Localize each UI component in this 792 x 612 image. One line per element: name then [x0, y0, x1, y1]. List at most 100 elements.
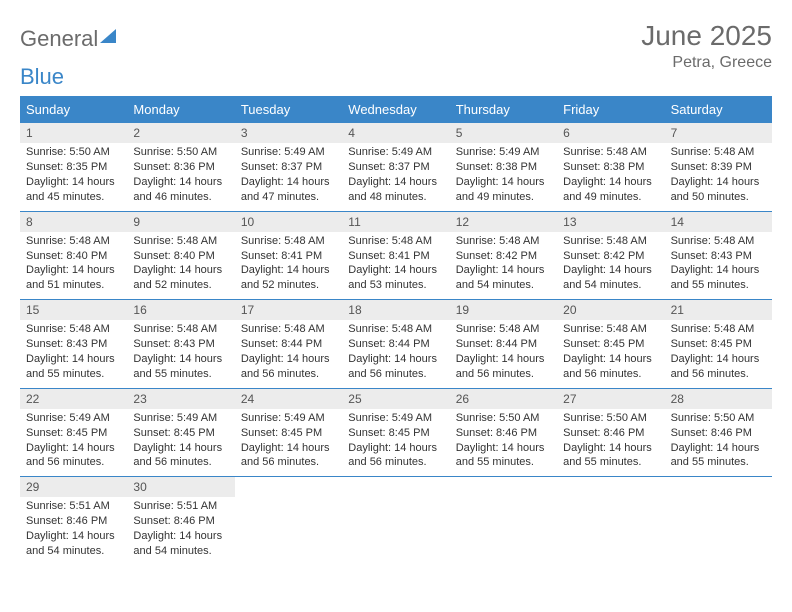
daylight-text: Daylight: 14 hours and 55 minutes.: [563, 441, 658, 471]
daylight-text: Daylight: 14 hours and 54 minutes.: [26, 529, 121, 559]
daylight-text: Daylight: 14 hours and 56 minutes.: [241, 441, 336, 471]
day-number: 12: [450, 212, 557, 232]
sunrise-text: Sunrise: 5:48 AM: [348, 322, 443, 337]
day-body: Sunrise: 5:50 AMSunset: 8:46 PMDaylight:…: [557, 409, 664, 476]
calendar-cell: 11Sunrise: 5:48 AMSunset: 8:41 PMDayligh…: [342, 211, 449, 300]
daylight-text: Daylight: 14 hours and 49 minutes.: [456, 175, 551, 205]
calendar-cell: 20Sunrise: 5:48 AMSunset: 8:45 PMDayligh…: [557, 299, 664, 388]
sunset-text: Sunset: 8:45 PM: [563, 337, 658, 352]
calendar-cell: 29Sunrise: 5:51 AMSunset: 8:46 PMDayligh…: [20, 476, 127, 565]
day-number: 9: [127, 212, 234, 232]
daylight-text: Daylight: 14 hours and 49 minutes.: [563, 175, 658, 205]
sunrise-text: Sunrise: 5:50 AM: [26, 145, 121, 160]
calendar-cell: 17Sunrise: 5:48 AMSunset: 8:44 PMDayligh…: [235, 299, 342, 388]
sunrise-text: Sunrise: 5:48 AM: [671, 145, 766, 160]
weekday-header: Sunday: [20, 97, 127, 122]
sunrise-text: Sunrise: 5:48 AM: [671, 234, 766, 249]
logo-text-2: Blue: [20, 64, 64, 90]
daylight-text: Daylight: 14 hours and 55 minutes.: [456, 441, 551, 471]
daylight-text: Daylight: 14 hours and 56 minutes.: [671, 352, 766, 382]
calendar-cell: 24Sunrise: 5:49 AMSunset: 8:45 PMDayligh…: [235, 388, 342, 477]
sunrise-text: Sunrise: 5:51 AM: [133, 499, 228, 514]
day-body: Sunrise: 5:48 AMSunset: 8:40 PMDaylight:…: [20, 232, 127, 299]
daylight-text: Daylight: 14 hours and 52 minutes.: [133, 263, 228, 293]
daylight-text: Daylight: 14 hours and 54 minutes.: [133, 529, 228, 559]
day-body: Sunrise: 5:48 AMSunset: 8:45 PMDaylight:…: [557, 320, 664, 387]
title-block: June 2025 Petra, Greece: [641, 20, 772, 72]
day-number: 19: [450, 300, 557, 320]
calendar-cell: 12Sunrise: 5:48 AMSunset: 8:42 PMDayligh…: [450, 211, 557, 300]
sunset-text: Sunset: 8:40 PM: [133, 249, 228, 264]
empty-cell: [450, 476, 557, 565]
day-number: 15: [20, 300, 127, 320]
day-number: 22: [20, 389, 127, 409]
day-number: 25: [342, 389, 449, 409]
sunset-text: Sunset: 8:42 PM: [563, 249, 658, 264]
calendar-cell: 23Sunrise: 5:49 AMSunset: 8:45 PMDayligh…: [127, 388, 234, 477]
day-body: Sunrise: 5:50 AMSunset: 8:46 PMDaylight:…: [450, 409, 557, 476]
calendar-cell: 5Sunrise: 5:49 AMSunset: 8:38 PMDaylight…: [450, 122, 557, 211]
sunset-text: Sunset: 8:37 PM: [348, 160, 443, 175]
day-body: Sunrise: 5:49 AMSunset: 8:45 PMDaylight:…: [342, 409, 449, 476]
daylight-text: Daylight: 14 hours and 51 minutes.: [26, 263, 121, 293]
sunrise-text: Sunrise: 5:48 AM: [26, 234, 121, 249]
calendar-grid: SundayMondayTuesdayWednesdayThursdayFrid…: [20, 96, 772, 565]
sunset-text: Sunset: 8:41 PM: [348, 249, 443, 264]
day-body: Sunrise: 5:48 AMSunset: 8:42 PMDaylight:…: [450, 232, 557, 299]
calendar-cell: 10Sunrise: 5:48 AMSunset: 8:41 PMDayligh…: [235, 211, 342, 300]
daylight-text: Daylight: 14 hours and 52 minutes.: [241, 263, 336, 293]
weekday-header: Tuesday: [235, 97, 342, 122]
daylight-text: Daylight: 14 hours and 56 minutes.: [456, 352, 551, 382]
calendar-cell: 27Sunrise: 5:50 AMSunset: 8:46 PMDayligh…: [557, 388, 664, 477]
sunrise-text: Sunrise: 5:48 AM: [26, 322, 121, 337]
sunrise-text: Sunrise: 5:50 AM: [563, 411, 658, 426]
day-number: 23: [127, 389, 234, 409]
calendar-cell: 28Sunrise: 5:50 AMSunset: 8:46 PMDayligh…: [665, 388, 772, 477]
sunrise-text: Sunrise: 5:48 AM: [133, 322, 228, 337]
day-number: 16: [127, 300, 234, 320]
day-body: Sunrise: 5:49 AMSunset: 8:37 PMDaylight:…: [342, 143, 449, 210]
sunset-text: Sunset: 8:46 PM: [26, 514, 121, 529]
day-body: Sunrise: 5:51 AMSunset: 8:46 PMDaylight:…: [127, 497, 234, 564]
calendar-cell: 14Sunrise: 5:48 AMSunset: 8:43 PMDayligh…: [665, 211, 772, 300]
day-number: 3: [235, 123, 342, 143]
sunset-text: Sunset: 8:39 PM: [671, 160, 766, 175]
sunrise-text: Sunrise: 5:51 AM: [26, 499, 121, 514]
daylight-text: Daylight: 14 hours and 45 minutes.: [26, 175, 121, 205]
daylight-text: Daylight: 14 hours and 50 minutes.: [671, 175, 766, 205]
calendar-cell: 30Sunrise: 5:51 AMSunset: 8:46 PMDayligh…: [127, 476, 234, 565]
sunrise-text: Sunrise: 5:48 AM: [563, 322, 658, 337]
logo: General: [20, 20, 116, 52]
sunrise-text: Sunrise: 5:48 AM: [563, 234, 658, 249]
daylight-text: Daylight: 14 hours and 56 minutes.: [241, 352, 336, 382]
day-number: 5: [450, 123, 557, 143]
sunset-text: Sunset: 8:37 PM: [241, 160, 336, 175]
day-number: 17: [235, 300, 342, 320]
day-number: 24: [235, 389, 342, 409]
sunset-text: Sunset: 8:35 PM: [26, 160, 121, 175]
sunset-text: Sunset: 8:42 PM: [456, 249, 551, 264]
calendar-cell: 8Sunrise: 5:48 AMSunset: 8:40 PMDaylight…: [20, 211, 127, 300]
day-body: Sunrise: 5:50 AMSunset: 8:46 PMDaylight:…: [665, 409, 772, 476]
daylight-text: Daylight: 14 hours and 46 minutes.: [133, 175, 228, 205]
calendar-cell: 6Sunrise: 5:48 AMSunset: 8:38 PMDaylight…: [557, 122, 664, 211]
sunset-text: Sunset: 8:46 PM: [563, 426, 658, 441]
day-number: 14: [665, 212, 772, 232]
sunrise-text: Sunrise: 5:49 AM: [241, 145, 336, 160]
sunset-text: Sunset: 8:45 PM: [348, 426, 443, 441]
sunrise-text: Sunrise: 5:49 AM: [241, 411, 336, 426]
calendar-cell: 22Sunrise: 5:49 AMSunset: 8:45 PMDayligh…: [20, 388, 127, 477]
day-body: Sunrise: 5:48 AMSunset: 8:39 PMDaylight:…: [665, 143, 772, 210]
day-number: 1: [20, 123, 127, 143]
day-body: Sunrise: 5:48 AMSunset: 8:44 PMDaylight:…: [342, 320, 449, 387]
daylight-text: Daylight: 14 hours and 54 minutes.: [563, 263, 658, 293]
calendar-cell: 25Sunrise: 5:49 AMSunset: 8:45 PMDayligh…: [342, 388, 449, 477]
day-number: 13: [557, 212, 664, 232]
sunset-text: Sunset: 8:40 PM: [26, 249, 121, 264]
sunset-text: Sunset: 8:46 PM: [671, 426, 766, 441]
sunset-text: Sunset: 8:38 PM: [563, 160, 658, 175]
weekday-header: Saturday: [665, 97, 772, 122]
day-number: 27: [557, 389, 664, 409]
day-number: 20: [557, 300, 664, 320]
sunset-text: Sunset: 8:46 PM: [133, 514, 228, 529]
